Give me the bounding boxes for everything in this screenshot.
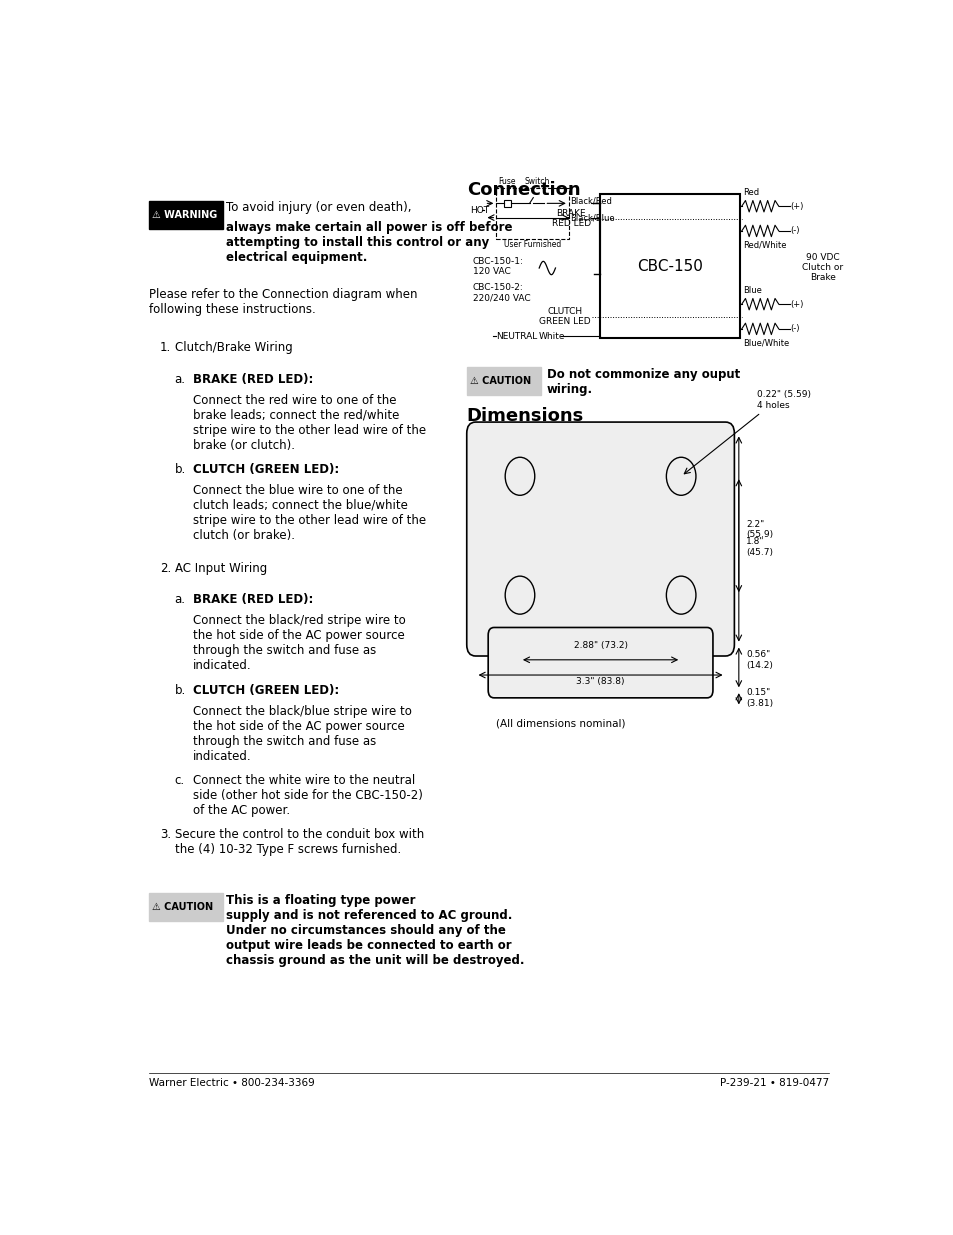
Text: (-): (-) — [790, 325, 800, 333]
Text: 3.: 3. — [160, 829, 171, 841]
Text: (All dimensions nominal): (All dimensions nominal) — [496, 719, 625, 729]
Text: Blue: Blue — [742, 285, 761, 295]
Bar — [149, 893, 222, 921]
Text: This is a floating type power
supply and is not referenced to AC ground.
Under n: This is a floating type power supply and… — [226, 894, 524, 967]
Text: AC Input Wiring: AC Input Wiring — [174, 562, 267, 574]
Bar — [496, 188, 568, 238]
Bar — [503, 200, 511, 207]
Text: Clutch/Brake Wiring: Clutch/Brake Wiring — [174, 341, 293, 354]
Text: Warner Electric • 800-234-3369: Warner Electric • 800-234-3369 — [149, 1078, 314, 1088]
Text: HOT: HOT — [470, 205, 489, 215]
Text: (-): (-) — [790, 226, 800, 236]
Text: CLUTCH (GREEN LED):: CLUTCH (GREEN LED): — [193, 684, 339, 697]
Text: c.: c. — [174, 774, 185, 787]
Text: Fuse: Fuse — [498, 178, 516, 186]
Text: always make certain all power is off before
attempting to install this control o: always make certain all power is off bef… — [226, 221, 513, 264]
Text: ⚠ CAUTION: ⚠ CAUTION — [152, 902, 213, 913]
Text: BRAKE (RED LED):: BRAKE (RED LED): — [193, 593, 314, 606]
Text: Connect the white wire to the neutral
side (other hot side for the CBC-150-2)
of: Connect the white wire to the neutral si… — [193, 774, 422, 816]
Bar — [149, 893, 222, 921]
Text: a.: a. — [174, 373, 186, 385]
Text: Blue/White: Blue/White — [742, 338, 789, 347]
Text: CBC-150-2:
220/240 VAC: CBC-150-2: 220/240 VAC — [472, 283, 530, 303]
FancyBboxPatch shape — [466, 422, 734, 656]
Text: Red: Red — [742, 188, 759, 196]
FancyBboxPatch shape — [488, 627, 712, 698]
Text: Please refer to the Connection diagram when
following these instructions.: Please refer to the Connection diagram w… — [149, 288, 416, 316]
Text: BRAKE
RED LED: BRAKE RED LED — [551, 209, 590, 228]
Text: 3.3" (83.8): 3.3" (83.8) — [576, 677, 624, 685]
Text: CLUTCH
GREEN LED: CLUTCH GREEN LED — [538, 306, 590, 326]
Text: Black/Red: Black/Red — [570, 196, 612, 205]
Text: Switch: Switch — [524, 178, 549, 186]
Text: BRAKE (RED LED):: BRAKE (RED LED): — [193, 373, 314, 385]
Text: NEUTRAL: NEUTRAL — [496, 332, 537, 341]
Text: Connect the red wire to one of the
brake leads; connect the red/white
stripe wir: Connect the red wire to one of the brake… — [193, 394, 426, 452]
Text: Connection: Connection — [466, 182, 579, 200]
Text: 1.8"
(45.7): 1.8" (45.7) — [745, 537, 773, 557]
Text: Black/Blue: Black/Blue — [570, 214, 615, 222]
Text: a.: a. — [174, 593, 186, 606]
Text: (+): (+) — [790, 201, 803, 211]
Text: ⚠ CAUTION: ⚠ CAUTION — [469, 377, 530, 387]
Text: b.: b. — [174, 684, 186, 697]
Text: Connect the black/blue stripe wire to
the hot side of the AC power source
throug: Connect the black/blue stripe wire to th… — [193, 704, 412, 762]
Text: 2.: 2. — [160, 562, 171, 574]
Text: 2.88" (73.2): 2.88" (73.2) — [573, 641, 627, 651]
Text: Dimensions: Dimensions — [466, 406, 583, 425]
Text: ⚠ WARNING: ⚠ WARNING — [152, 210, 216, 220]
Text: White: White — [538, 332, 565, 341]
Text: User Furnished: User Furnished — [503, 241, 560, 249]
Bar — [149, 200, 222, 228]
Text: 90 VDC
Clutch or
Brake: 90 VDC Clutch or Brake — [801, 253, 842, 283]
Text: 0.56"
(14.2): 0.56" (14.2) — [745, 650, 772, 669]
Text: Connect the blue wire to one of the
clutch leads; connect the blue/white
stripe : Connect the blue wire to one of the clut… — [193, 484, 426, 542]
Text: Connect the black/red stripe wire to
the hot side of the AC power source
through: Connect the black/red stripe wire to the… — [193, 614, 406, 672]
Text: b.: b. — [174, 463, 186, 475]
Text: 2.2"
(55.9): 2.2" (55.9) — [745, 520, 773, 540]
Text: 1.: 1. — [160, 341, 171, 354]
Text: Secure the control to the conduit box with
the (4) 10-32 Type F screws furnished: Secure the control to the conduit box wi… — [174, 829, 423, 856]
Bar — [466, 367, 540, 395]
Bar — [466, 367, 540, 395]
Text: Do not commonize any ouput
wiring.: Do not commonize any ouput wiring. — [546, 368, 740, 396]
Text: CBC-150: CBC-150 — [637, 258, 702, 274]
Bar — [599, 194, 740, 338]
Text: 0.15"
(3.81): 0.15" (3.81) — [745, 688, 773, 708]
Text: 0.22" (5.59)
4 holes: 0.22" (5.59) 4 holes — [756, 390, 810, 410]
Text: Red/White: Red/White — [742, 241, 786, 249]
Text: CBC-150-1:
120 VAC: CBC-150-1: 120 VAC — [472, 257, 523, 275]
Text: CLUTCH (GREEN LED):: CLUTCH (GREEN LED): — [193, 463, 339, 475]
Text: To avoid injury (or even death),: To avoid injury (or even death), — [226, 201, 412, 215]
Text: P-239-21 • 819-0477: P-239-21 • 819-0477 — [720, 1078, 828, 1088]
Text: (+): (+) — [790, 300, 803, 309]
